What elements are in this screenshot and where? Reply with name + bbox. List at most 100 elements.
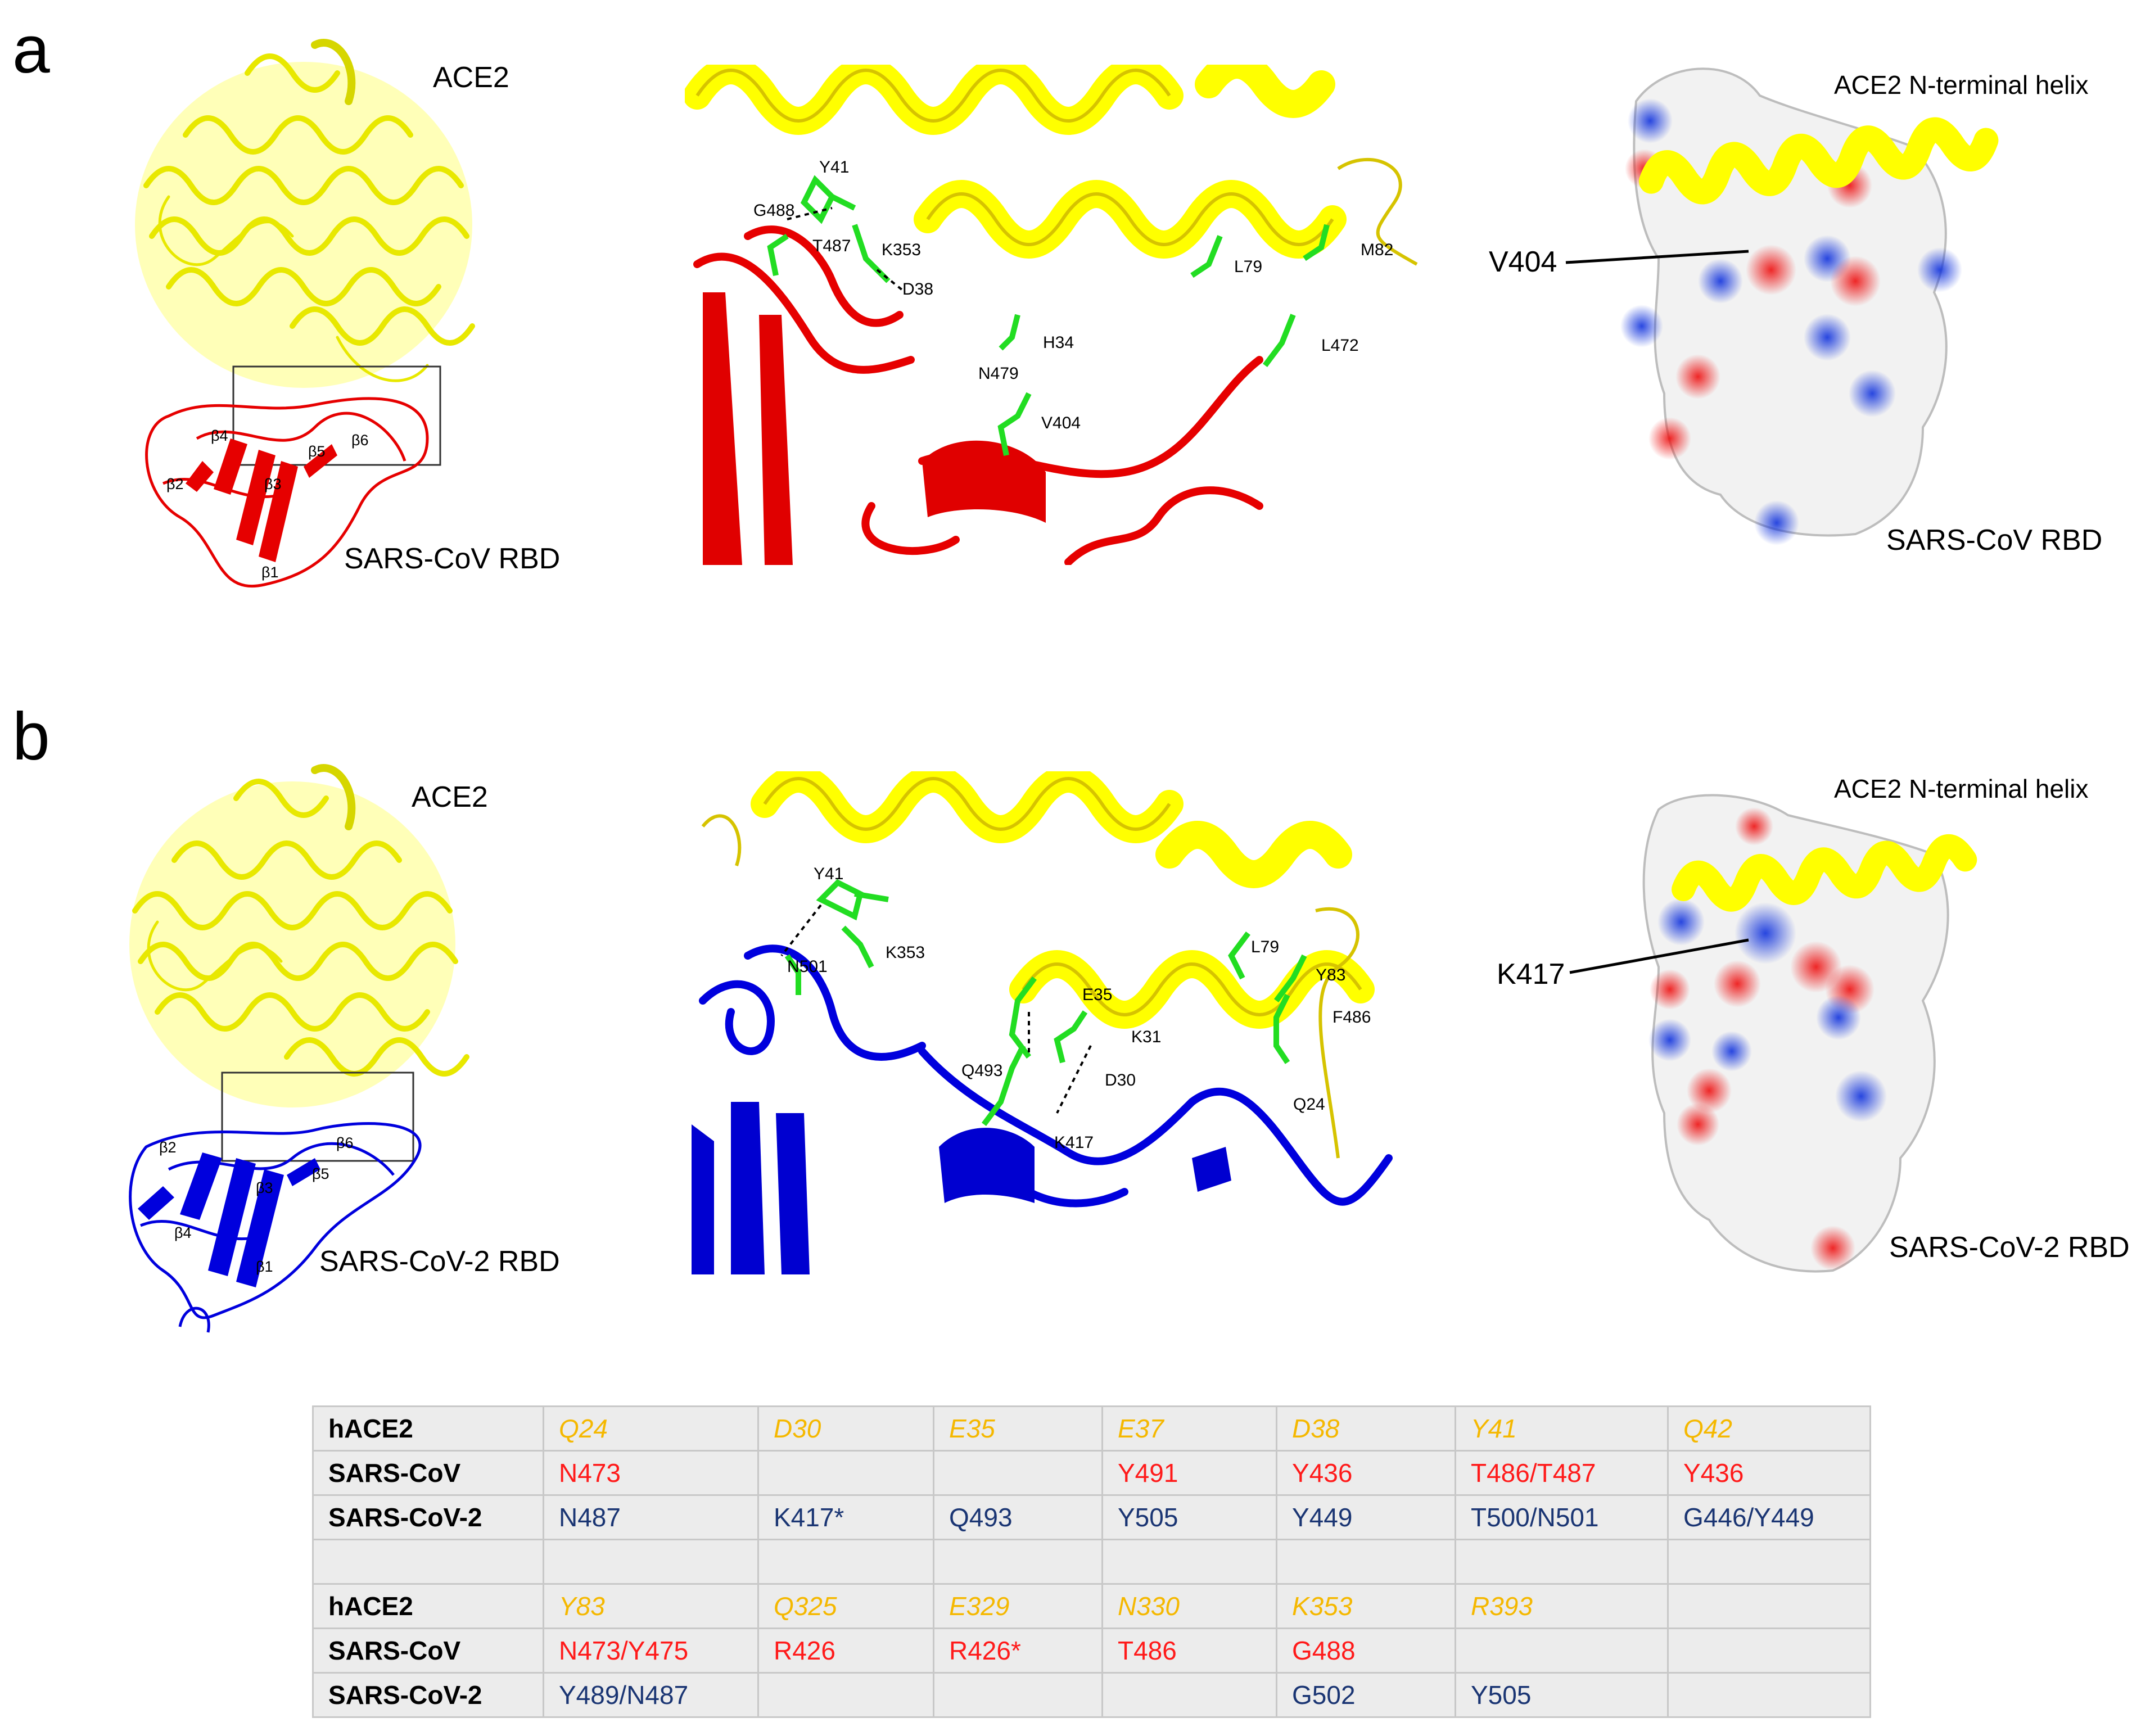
strand-beta1-a: β1 [261,564,279,581]
table-cell: Y436 [1667,1450,1871,1496]
rbd-beta-sheet-b [138,1152,320,1287]
residue-k31-b: K31 [1131,1028,1162,1046]
table-cell: Y83 [543,1583,759,1629]
surface-rbd-label-a: SARS-CoV RBD [1886,524,2103,557]
table-cell [1667,1539,1871,1585]
rbd-beta-sheet-a [186,438,337,562]
pointer-line-b [1569,938,1749,974]
table-cell [757,1450,934,1496]
contact-residue-table: hACE2 Q24 D30 E35 E37 D38 Y41 Q42 SARS-C… [312,1405,1871,1718]
residue-n479-a: N479 [978,364,1019,383]
table-row: hACE2 Y83 Q325 E329 N330 K353 R393 [312,1583,1871,1629]
residue-l472-a: L472 [1321,336,1359,355]
residue-y83-b: Y83 [1316,966,1346,984]
table-cell: T486/T487 [1455,1450,1669,1496]
interface-box-b [221,1072,414,1162]
residue-n501-b: N501 [787,957,828,976]
strand-beta1-b: β1 [256,1258,273,1275]
table-cell: Y436 [1276,1450,1456,1496]
strand-beta3-b: β3 [256,1179,273,1196]
strand-beta4-b: β4 [174,1224,192,1241]
row-header: hACE2 [312,1583,544,1629]
table-cell: G488 [1276,1628,1456,1674]
table-cell: N487 [543,1494,759,1540]
table-row: hACE2 Q24 D30 E35 E37 D38 Y41 Q42 [312,1405,1871,1452]
sidechains-b [784,879,1307,1126]
pointer-label-v404: V404 [1489,246,1557,278]
row-header: SARS-CoV-2 [312,1494,544,1540]
rbd-label-a: SARS-CoV RBD [344,542,561,575]
table-cell: D38 [1276,1405,1456,1452]
table-cell: Q24 [543,1405,759,1452]
table-cell [543,1539,759,1585]
residue-y41-b: Y41 [814,865,844,883]
table-cell: Y449 [1276,1494,1456,1540]
residue-k353-a: K353 [882,241,922,259]
table-cell [1667,1583,1871,1629]
helix-label-a: ACE2 N-terminal helix [1834,70,2089,100]
residue-f486-b: F486 [1333,1008,1371,1027]
table-cell: N330 [1101,1583,1277,1629]
strand-beta3-a: β3 [264,476,282,492]
rbd-label-b: SARS-CoV-2 RBD [319,1245,560,1278]
pointer-label-k417: K417 [1497,958,1565,991]
row-header: hACE2 [312,1405,544,1452]
residue-g488-a: G488 [753,201,795,220]
residue-k417-b: K417 [1054,1133,1094,1152]
table-cell [1101,1539,1277,1585]
table-cell: R426 [757,1628,934,1674]
ace2-n-terminal-helix-b [1672,834,1977,912]
table-cell: Y505 [1101,1494,1277,1540]
table-cell [1667,1672,1871,1718]
row-header: SARS-CoV [312,1450,544,1496]
row-header: SARS-CoV [312,1628,544,1674]
table-cell: Y491 [1101,1450,1277,1496]
table-cell [757,1672,934,1718]
residue-h34-a: H34 [1043,333,1074,352]
table-cell: R426* [933,1628,1103,1674]
table-cell: Q493 [933,1494,1103,1540]
ace2-n-terminal-helix-a [1638,117,1999,205]
pointer-line-a [1565,250,1749,264]
table-cell: Q325 [757,1583,934,1629]
residue-m82-a: M82 [1361,241,1394,259]
table-cell [312,1539,544,1585]
surface-rbd-label-b: SARS-CoV-2 RBD [1889,1231,2130,1264]
table-row: SARS-CoV N473 Y491 Y436 T486/T487 Y436 [312,1450,1871,1496]
strand-beta4-a: β4 [211,427,228,444]
ace2-ribbon-b [129,764,469,1107]
rbd-sheet-b [692,1102,1231,1274]
residue-q493-b: Q493 [961,1061,1003,1080]
table-cell: N473/Y475 [543,1628,759,1674]
residue-l79-a: L79 [1234,257,1263,276]
table-cell: E329 [933,1583,1103,1629]
table-cell: K353 [1276,1583,1456,1629]
residue-l79-b: L79 [1251,938,1280,956]
residue-e35-b: E35 [1082,985,1113,1004]
strand-beta5-a: β5 [308,443,326,460]
residue-k353-b: K353 [886,943,925,962]
panel-letter-b: b [12,699,50,774]
table-cell: Q42 [1667,1405,1871,1452]
table-cell: R393 [1455,1583,1669,1629]
row-header: SARS-CoV-2 [312,1672,544,1718]
table-cell [1276,1539,1456,1585]
table-cell: Y489/N487 [543,1672,759,1718]
ace2-label-b: ACE2 [412,781,488,813]
residue-y41-a: Y41 [819,158,850,177]
strand-beta2-a: β2 [166,476,184,492]
table-row: SARS-CoV N473/Y475 R426 R426* T486 G488 [312,1628,1871,1674]
panel-letter-a: a [12,12,50,87]
strand-beta2-b: β2 [159,1139,177,1156]
residue-d30-b: D30 [1105,1071,1136,1089]
table-cell [1455,1628,1669,1674]
table-row: SARS-CoV-2 Y489/N487 G502 Y505 [312,1672,1871,1718]
residue-d38-a: D38 [902,280,934,299]
helix-label-b: ACE2 N-terminal helix [1834,774,2089,803]
strand-beta5-b: β5 [312,1165,329,1182]
table-row-spacer [312,1539,1871,1585]
